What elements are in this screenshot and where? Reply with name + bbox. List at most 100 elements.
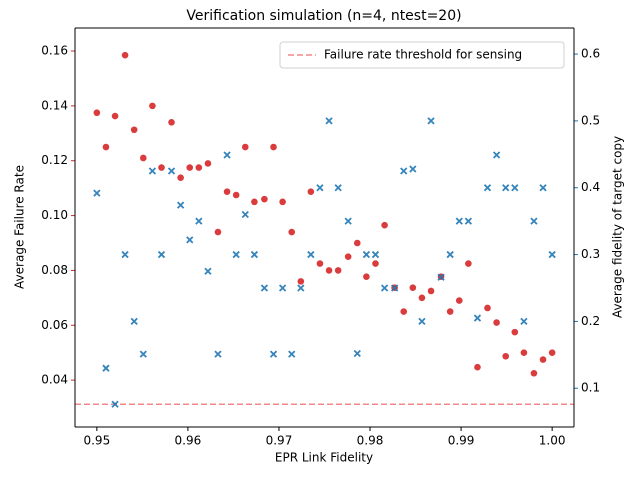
data-point bbox=[334, 184, 342, 192]
data-point bbox=[380, 284, 389, 292]
data-point bbox=[409, 284, 417, 291]
data-point bbox=[539, 184, 547, 192]
y-tick-label: 0.06 bbox=[41, 318, 68, 332]
data-point bbox=[427, 287, 435, 295]
data-point bbox=[344, 217, 352, 225]
data-point bbox=[102, 143, 110, 151]
x-tick-label: 0.98 bbox=[357, 434, 384, 448]
data-point bbox=[111, 400, 119, 408]
data-point bbox=[111, 112, 119, 120]
data-point bbox=[93, 109, 101, 117]
data-point bbox=[520, 317, 528, 326]
data-point bbox=[278, 284, 287, 292]
data-point bbox=[139, 154, 147, 162]
data-point bbox=[520, 349, 528, 356]
data-point bbox=[121, 250, 129, 259]
data-point bbox=[473, 314, 482, 322]
data-point bbox=[214, 228, 222, 236]
data-point bbox=[400, 308, 408, 315]
data-point bbox=[270, 143, 277, 151]
data-point bbox=[158, 164, 165, 171]
data-point bbox=[214, 350, 222, 358]
data-point bbox=[400, 167, 408, 175]
data-point bbox=[307, 250, 315, 259]
data-point bbox=[539, 356, 547, 363]
data-point bbox=[232, 250, 240, 259]
y2-tick-label: 0.2 bbox=[581, 314, 600, 328]
data-point bbox=[232, 191, 240, 199]
data-point bbox=[493, 319, 500, 326]
legend-label: Failure rate threshold for sensing bbox=[324, 48, 522, 62]
data-point bbox=[204, 267, 212, 275]
data-point bbox=[464, 217, 473, 225]
data-point bbox=[511, 184, 519, 192]
data-point bbox=[484, 304, 491, 312]
data-point bbox=[316, 184, 324, 192]
y-tick-label: 0.08 bbox=[41, 263, 68, 277]
x-tick-label: 0.96 bbox=[175, 434, 202, 448]
data-point bbox=[167, 167, 176, 175]
data-point bbox=[288, 228, 296, 236]
data-point bbox=[334, 267, 342, 274]
y-axis-label: Average Failure Rate bbox=[13, 165, 27, 289]
data-point bbox=[418, 294, 426, 302]
y-tick-label: 0.04 bbox=[41, 373, 68, 387]
data-point bbox=[548, 250, 556, 259]
data-point bbox=[548, 349, 556, 356]
data-point bbox=[223, 151, 231, 159]
y2-tick-label: 0.6 bbox=[581, 47, 600, 61]
y2-tick-label: 0.4 bbox=[581, 180, 600, 194]
data-point bbox=[307, 188, 315, 196]
y-tick-label: 0.16 bbox=[41, 44, 68, 58]
data-point bbox=[297, 284, 305, 292]
y-tick-label: 0.14 bbox=[41, 98, 68, 112]
data-point bbox=[148, 167, 157, 175]
x-tick-label: 0.99 bbox=[448, 434, 475, 448]
data-point bbox=[455, 217, 463, 225]
y2-axis-label: Average fidelity of target copy bbox=[611, 136, 625, 318]
data-point bbox=[102, 364, 110, 372]
data-point bbox=[251, 198, 258, 206]
data-point bbox=[353, 239, 361, 247]
data-point bbox=[474, 363, 481, 371]
data-point bbox=[362, 250, 371, 259]
data-point bbox=[297, 278, 305, 285]
data-point bbox=[427, 117, 435, 125]
y2-tick-label: 0.1 bbox=[581, 381, 600, 395]
data-point bbox=[250, 250, 259, 259]
data-point bbox=[121, 51, 129, 59]
y2-tick-label: 0.5 bbox=[581, 113, 600, 127]
data-point bbox=[269, 350, 278, 358]
data-point bbox=[446, 308, 454, 315]
data-point bbox=[279, 198, 286, 206]
x-tick-label: 0.95 bbox=[83, 434, 110, 448]
data-point bbox=[502, 184, 510, 192]
data-point bbox=[130, 317, 138, 326]
data-point bbox=[177, 174, 184, 182]
data-point bbox=[455, 297, 463, 304]
data-point bbox=[260, 284, 269, 292]
data-point bbox=[168, 119, 175, 126]
data-point bbox=[325, 117, 333, 125]
data-point bbox=[390, 284, 399, 292]
data-point bbox=[195, 164, 203, 171]
data-point bbox=[157, 250, 166, 259]
chart-title: Verification simulation (n=4, ntest=20) bbox=[186, 8, 461, 24]
data-point bbox=[186, 164, 194, 171]
data-point bbox=[418, 317, 426, 326]
data-point bbox=[530, 369, 538, 377]
x-tick-label: 1.00 bbox=[539, 434, 566, 448]
x-axis-label: EPR Link Fidelity bbox=[275, 451, 373, 465]
y-tick-label: 0.12 bbox=[41, 153, 68, 167]
data-point bbox=[288, 350, 296, 358]
data-point bbox=[437, 273, 445, 281]
y-tick-label: 0.10 bbox=[41, 208, 68, 222]
data-point bbox=[325, 267, 333, 274]
data-point bbox=[511, 328, 519, 336]
data-point bbox=[130, 126, 138, 134]
data-point bbox=[186, 236, 194, 244]
data-point bbox=[149, 102, 156, 110]
data-point bbox=[195, 217, 203, 225]
data-point bbox=[502, 352, 510, 360]
